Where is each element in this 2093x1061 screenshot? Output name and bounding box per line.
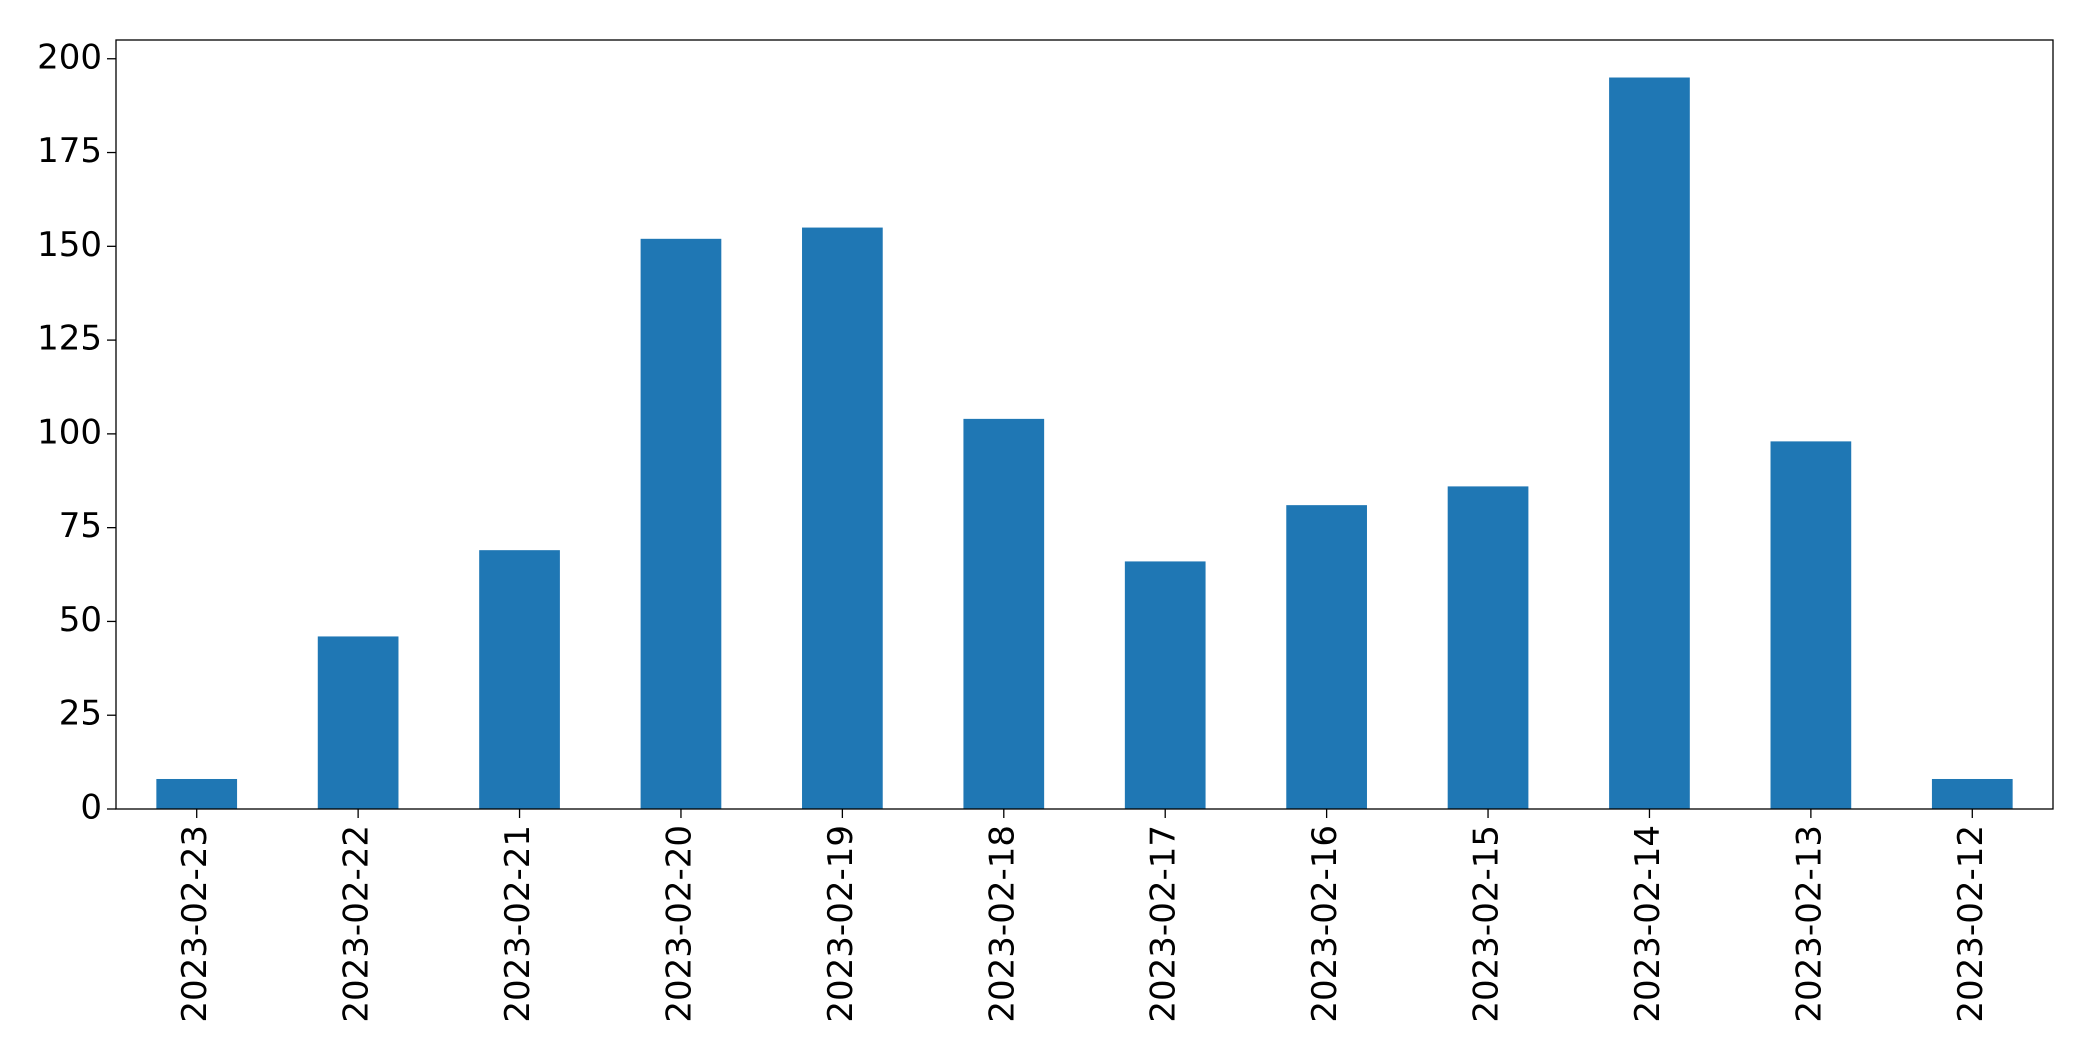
bar [479, 550, 560, 809]
x-tick-label: 2023-02-16 [1305, 825, 1345, 1023]
x-tick-label: 2023-02-17 [1144, 825, 1184, 1023]
bar [156, 778, 238, 809]
y-tick-label: 0 [80, 788, 102, 828]
bar [317, 636, 399, 809]
x-tick-label: 2023-02-15 [1467, 825, 1507, 1023]
bar [640, 238, 722, 809]
bar [1124, 561, 1206, 809]
x-tick-label: 2023-02-20 [659, 825, 699, 1023]
y-tick-label: 75 [59, 506, 102, 546]
y-tick-label: 25 [59, 694, 102, 734]
x-tick-label: 2023-02-12 [1951, 825, 1991, 1023]
bar [802, 227, 883, 809]
x-tick-label: 2023-02-18 [982, 825, 1022, 1023]
y-tick-label: 150 [37, 225, 102, 265]
x-tick-label: 2023-02-13 [1789, 825, 1829, 1023]
bar [1286, 505, 1367, 809]
y-tick-label: 175 [37, 131, 102, 171]
x-tick-label: 2023-02-21 [498, 825, 538, 1023]
bar [1770, 441, 1852, 809]
x-tick-label: 2023-02-22 [337, 825, 377, 1023]
y-tick-label: 100 [37, 412, 102, 452]
x-tick-label: 2023-02-14 [1628, 825, 1668, 1023]
y-tick-label: 125 [37, 319, 102, 359]
bar [963, 418, 1045, 809]
x-tick-label: 2023-02-23 [175, 825, 215, 1023]
x-tick-label: 2023-02-19 [821, 825, 861, 1023]
y-tick-label: 50 [59, 600, 102, 640]
plot-frame [115, 39, 2054, 810]
y-tick-label: 200 [37, 37, 102, 77]
bar [1609, 77, 1690, 809]
bar [1447, 486, 1529, 809]
bar [1931, 778, 2013, 809]
